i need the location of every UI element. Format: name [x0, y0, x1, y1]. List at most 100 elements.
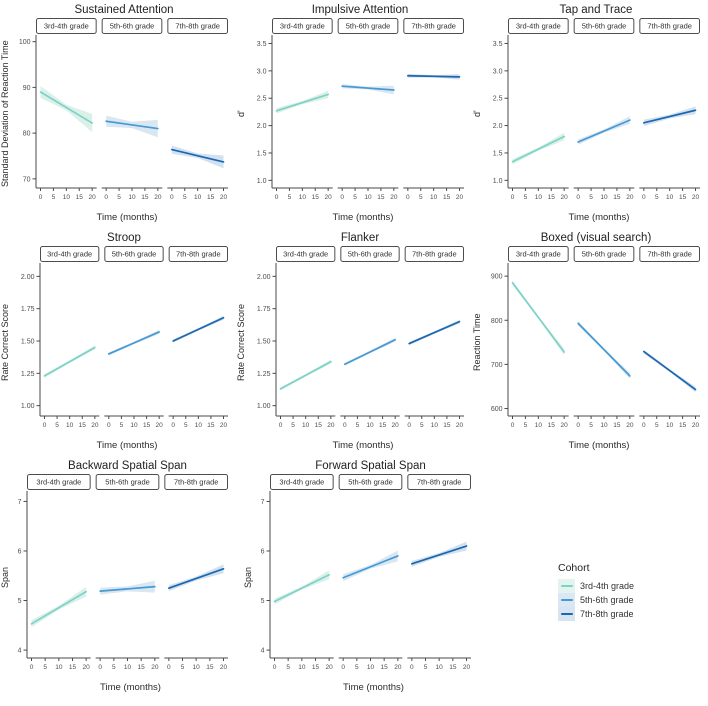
facet-strip — [272, 18, 333, 34]
x-tick-label: 0 — [30, 664, 34, 671]
trend-line — [39, 91, 94, 124]
facet-strip-label: 5th-6th grade — [348, 478, 393, 487]
x-tick-label: 10 — [193, 664, 201, 671]
legend-item-label: 3rd-4th grade — [580, 581, 635, 591]
x-tick-label: 5 — [424, 664, 428, 671]
facet-strip-label: 5th-6th grade — [112, 250, 157, 259]
x-tick-label: 20 — [156, 422, 164, 429]
panel-body: Span 4 5 6 7 3rd-4th grade 0 5 10 15 20 5th-6th gr… — [243, 474, 486, 680]
x-tick-label: 5 — [655, 422, 659, 429]
chart-forward-spatial-span: 4 5 6 7 3rd-4th grade 0 5 10 15 20 5th-6th grade 0 5… — [261, 474, 471, 671]
y-tick-label: 2.5 — [493, 96, 503, 103]
x-tick-label: 15 — [443, 194, 451, 201]
y-tick-label: 1.00 — [257, 403, 271, 410]
y-tick-label: 1.75 — [21, 306, 35, 313]
legend-items: 3rd-4th grade 5th-6th grade 7th-8th grad… — [558, 579, 634, 621]
facet-strip-label: 7th-8th grade — [647, 22, 692, 31]
x-tick-label: 15 — [312, 194, 320, 201]
trend-line — [167, 567, 225, 589]
y-tick-label: 2.00 — [257, 274, 271, 281]
legend-key-line — [560, 599, 573, 601]
x-axis-label: Time (months) — [332, 440, 394, 451]
panel-sustained-attention: Sustained Attention Standard Deviation o… — [0, 2, 236, 226]
trend-line — [577, 322, 631, 377]
x-tick-label: 15 — [679, 194, 687, 201]
x-tick-label: 0 — [104, 194, 108, 201]
x-tick-label: 15 — [312, 664, 320, 671]
y-tick-label: 600 — [491, 406, 503, 413]
x-tick-label: 0 — [340, 194, 344, 201]
trend-line — [273, 573, 331, 603]
x-tick-label: 15 — [613, 194, 621, 201]
x-tick-label: 15 — [613, 422, 621, 429]
x-axis-label: Time (months) — [96, 440, 158, 451]
chart-boxed-visual-search: 600 700 800 900 3rd-4th grade 0 5 10 15 20 5th-6th… — [491, 246, 700, 429]
facet-strip — [403, 18, 464, 34]
x-axis-label: Time (months) — [343, 682, 404, 693]
facet-strip-label: 5th-6th grade — [110, 22, 155, 31]
x-tick-label: 20 — [83, 664, 91, 671]
legend-item-7th-8th-grade: 7th-8th grade — [558, 607, 634, 621]
x-tick-label: 10 — [124, 664, 132, 671]
x-tick-label: 20 — [220, 422, 228, 429]
facet-strip-label: 3rd-4th grade — [283, 250, 328, 259]
trend-line — [172, 316, 225, 342]
y-tick-label: 2.00 — [21, 274, 35, 281]
panel-body: Reaction Time 600 700 800 900 3rd-4th grade 0… — [472, 246, 708, 438]
y-tick-label: 1.0 — [493, 178, 503, 185]
x-tick-label: 5 — [589, 422, 593, 429]
chart-backward-spatial-span: 4 5 6 7 3rd-4th grade 0 5 10 15 20 5th-6th grade 0 5… — [18, 474, 228, 671]
facet-strip — [639, 18, 700, 34]
x-axis-label: Time (months) — [568, 212, 630, 223]
y-tick-label: 7 — [18, 499, 22, 506]
y-tick-label: 3.5 — [257, 41, 267, 48]
facet-strip-label: 3rd-4th grade — [36, 478, 81, 487]
x-tick-label: 0 — [406, 194, 410, 201]
x-tick-label: 15 — [143, 422, 151, 429]
x-tick-label: 5 — [181, 664, 185, 671]
x-tick-label: 15 — [381, 664, 389, 671]
panel-title: Sustained Attention — [74, 4, 174, 16]
x-tick-label: 5 — [355, 664, 359, 671]
x-tick-label: 15 — [207, 194, 215, 201]
y-tick-label: 2.5 — [257, 96, 267, 103]
x-tick-label: 0 — [167, 664, 171, 671]
panel-stroop: Stroop Rate Correct Score 1.00 1.25 1.50 1.… — [0, 230, 236, 454]
x-tick-label: 20 — [394, 664, 402, 671]
x-tick-label: 20 — [561, 422, 569, 429]
x-tick-label: 20 — [220, 664, 228, 671]
panel-title: Forward Spatial Span — [315, 460, 426, 472]
facet-strip-label: 3rd-4th grade — [516, 250, 561, 259]
x-tick-label: 5 — [183, 194, 187, 201]
x-tick-label: 15 — [315, 422, 323, 429]
panel-backward-spatial-span: Backward Spatial Span Span 4 5 6 7 3rd-4th g… — [0, 458, 243, 696]
x-tick-label: 15 — [207, 422, 215, 429]
x-tick-label: 10 — [535, 194, 543, 201]
x-tick-label: 15 — [548, 422, 556, 429]
legend-item-5th-6th-grade: 5th-6th grade — [558, 593, 634, 607]
x-tick-label: 0 — [279, 422, 283, 429]
y-tick-label: 3.5 — [493, 41, 503, 48]
x-tick-label: 10 — [63, 194, 71, 201]
x-tick-label: 0 — [107, 422, 111, 429]
x-tick-label: 20 — [89, 194, 97, 201]
x-tick-label: 5 — [43, 664, 47, 671]
x-tick-label: 15 — [443, 422, 451, 429]
panel-title: Boxed (visual search) — [540, 232, 652, 244]
facet-strip — [508, 246, 569, 262]
facet-strip-label: 5th-6th grade — [582, 250, 627, 259]
panel-body: Standard Deviation of Reaction Time 70 80… — [0, 18, 236, 210]
confidence-ribbon — [171, 145, 224, 169]
facet-strip-label: 5th-6th grade — [582, 22, 627, 31]
trend-line — [511, 281, 566, 353]
y-tick-label: 6 — [261, 548, 265, 555]
legend-key-swatch — [558, 607, 575, 621]
trend-line — [406, 74, 461, 78]
facet-strip — [340, 246, 400, 262]
x-tick-label: 20 — [154, 194, 162, 201]
facet-strip — [508, 18, 569, 34]
chart-impulsive-attention: 1.0 1.5 2.0 2.5 3.0 3.5 3rd-4th grade 0 5 10 15 20 5… — [257, 18, 464, 201]
x-tick-label: 15 — [449, 664, 457, 671]
x-axis-label: Time (months) — [100, 682, 161, 693]
